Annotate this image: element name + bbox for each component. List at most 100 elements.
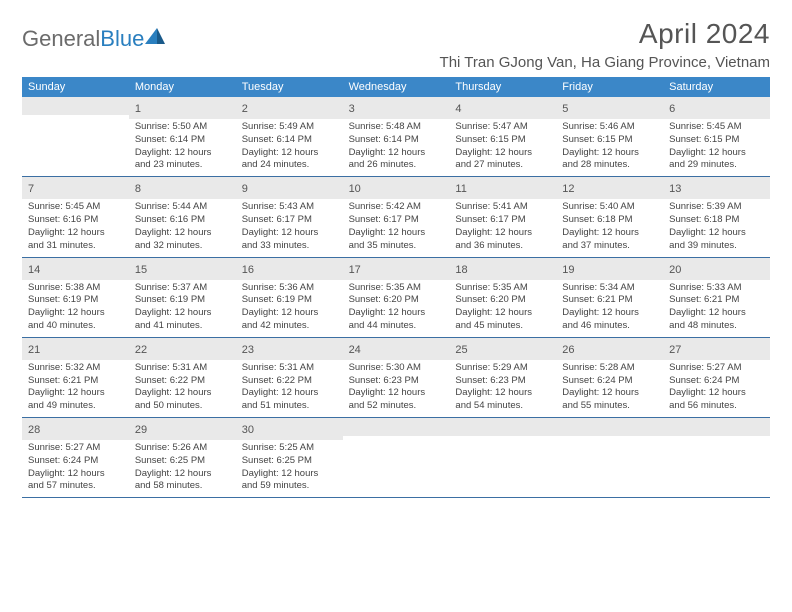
day-cell: 21Sunrise: 5:32 AMSunset: 6:21 PMDayligh… (22, 338, 129, 417)
sunrise-line: Sunrise: 5:44 AM (135, 201, 230, 214)
daylight-line: Daylight: 12 hours (349, 387, 444, 400)
daylight-line: and 33 minutes. (242, 240, 337, 253)
week-row: 14Sunrise: 5:38 AMSunset: 6:19 PMDayligh… (22, 258, 770, 338)
daylight-line: Daylight: 12 hours (135, 387, 230, 400)
day-body: Sunrise: 5:34 AMSunset: 6:21 PMDaylight:… (556, 280, 663, 337)
day-body: Sunrise: 5:37 AMSunset: 6:19 PMDaylight:… (129, 280, 236, 337)
daylight-line: and 32 minutes. (135, 240, 230, 253)
day-number: 6 (669, 103, 675, 115)
sunrise-line: Sunrise: 5:35 AM (349, 282, 444, 295)
daylight-line: Daylight: 12 hours (455, 307, 550, 320)
day-num-bar: 25 (449, 338, 556, 360)
day-cell: 18Sunrise: 5:35 AMSunset: 6:20 PMDayligh… (449, 258, 556, 337)
sunrise-line: Sunrise: 5:42 AM (349, 201, 444, 214)
daylight-line: and 54 minutes. (455, 400, 550, 413)
day-num-bar: 21 (22, 338, 129, 360)
empty-cell (449, 418, 556, 497)
day-number: 12 (562, 183, 574, 195)
day-body: Sunrise: 5:47 AMSunset: 6:15 PMDaylight:… (449, 119, 556, 176)
sunrise-line: Sunrise: 5:37 AM (135, 282, 230, 295)
sunrise-line: Sunrise: 5:45 AM (669, 121, 764, 134)
day-body: Sunrise: 5:45 AMSunset: 6:15 PMDaylight:… (663, 119, 770, 176)
daylight-line: and 26 minutes. (349, 159, 444, 172)
day-number: 28 (28, 424, 40, 436)
day-body: Sunrise: 5:44 AMSunset: 6:16 PMDaylight:… (129, 199, 236, 256)
daylight-line: Daylight: 12 hours (28, 227, 123, 240)
day-body: Sunrise: 5:50 AMSunset: 6:14 PMDaylight:… (129, 119, 236, 176)
sunset-line: Sunset: 6:16 PM (28, 214, 123, 227)
daylight-line: and 51 minutes. (242, 400, 337, 413)
day-number: 4 (455, 103, 461, 115)
sunrise-line: Sunrise: 5:45 AM (28, 201, 123, 214)
sunrise-line: Sunrise: 5:35 AM (455, 282, 550, 295)
empty-cell (22, 97, 129, 176)
sunrise-line: Sunrise: 5:29 AM (455, 362, 550, 375)
day-num-bar: 26 (556, 338, 663, 360)
day-number: 26 (562, 344, 574, 356)
day-cell: 2Sunrise: 5:49 AMSunset: 6:14 PMDaylight… (236, 97, 343, 176)
day-num-bar: 14 (22, 258, 129, 280)
logo-text-gray: General (22, 26, 100, 51)
sunrise-line: Sunrise: 5:46 AM (562, 121, 657, 134)
daylight-line: and 59 minutes. (242, 480, 337, 493)
day-body: Sunrise: 5:27 AMSunset: 6:24 PMDaylight:… (22, 440, 129, 497)
sunset-line: Sunset: 6:24 PM (669, 375, 764, 388)
sunset-line: Sunset: 6:15 PM (455, 134, 550, 147)
empty-num-bar (663, 418, 770, 436)
day-header-row: Sunday Monday Tuesday Wednesday Thursday… (22, 77, 770, 97)
day-cell: 12Sunrise: 5:40 AMSunset: 6:18 PMDayligh… (556, 177, 663, 256)
sunset-line: Sunset: 6:21 PM (669, 294, 764, 307)
daylight-line: and 49 minutes. (28, 400, 123, 413)
empty-num-bar (22, 97, 129, 115)
day-number: 20 (669, 264, 681, 276)
dayhead-thu: Thursday (449, 77, 556, 97)
day-num-bar: 13 (663, 177, 770, 199)
sunrise-line: Sunrise: 5:41 AM (455, 201, 550, 214)
day-num-bar: 12 (556, 177, 663, 199)
dayhead-tue: Tuesday (236, 77, 343, 97)
daylight-line: Daylight: 12 hours (455, 227, 550, 240)
sunset-line: Sunset: 6:18 PM (562, 214, 657, 227)
logo-text: GeneralBlue (22, 26, 144, 52)
day-num-bar: 11 (449, 177, 556, 199)
day-cell: 19Sunrise: 5:34 AMSunset: 6:21 PMDayligh… (556, 258, 663, 337)
day-num-bar: 17 (343, 258, 450, 280)
title-block: April 2024 Thi Tran GJong Van, Ha Giang … (440, 18, 770, 71)
day-number: 15 (135, 264, 147, 276)
daylight-line: Daylight: 12 hours (242, 307, 337, 320)
week-row: 21Sunrise: 5:32 AMSunset: 6:21 PMDayligh… (22, 338, 770, 418)
day-number: 18 (455, 264, 467, 276)
day-num-bar: 9 (236, 177, 343, 199)
day-cell: 8Sunrise: 5:44 AMSunset: 6:16 PMDaylight… (129, 177, 236, 256)
daylight-line: and 42 minutes. (242, 320, 337, 333)
empty-num-bar (449, 418, 556, 436)
day-num-bar: 24 (343, 338, 450, 360)
day-num-bar: 23 (236, 338, 343, 360)
week-row: 7Sunrise: 5:45 AMSunset: 6:16 PMDaylight… (22, 177, 770, 257)
sunset-line: Sunset: 6:14 PM (349, 134, 444, 147)
daylight-line: Daylight: 12 hours (28, 307, 123, 320)
sunrise-line: Sunrise: 5:50 AM (135, 121, 230, 134)
day-number: 23 (242, 344, 254, 356)
sunrise-line: Sunrise: 5:31 AM (135, 362, 230, 375)
daylight-line: and 29 minutes. (669, 159, 764, 172)
sunrise-line: Sunrise: 5:30 AM (349, 362, 444, 375)
day-number: 3 (349, 103, 355, 115)
page-header: GeneralBlue April 2024 Thi Tran GJong Va… (22, 18, 770, 71)
sunset-line: Sunset: 6:25 PM (135, 455, 230, 468)
day-body: Sunrise: 5:29 AMSunset: 6:23 PMDaylight:… (449, 360, 556, 417)
daylight-line: and 35 minutes. (349, 240, 444, 253)
logo-text-blue: Blue (100, 26, 144, 51)
sunset-line: Sunset: 6:23 PM (455, 375, 550, 388)
logo: GeneralBlue (22, 26, 165, 52)
day-num-bar: 15 (129, 258, 236, 280)
daylight-line: Daylight: 12 hours (562, 227, 657, 240)
sunset-line: Sunset: 6:20 PM (349, 294, 444, 307)
daylight-line: Daylight: 12 hours (562, 147, 657, 160)
daylight-line: Daylight: 12 hours (349, 307, 444, 320)
daylight-line: and 46 minutes. (562, 320, 657, 333)
week-row: 28 Sunrise: 5:27 AMSunset: 6:24 PMDayligh… (22, 418, 770, 498)
day-cell: 27Sunrise: 5:27 AMSunset: 6:24 PMDayligh… (663, 338, 770, 417)
daylight-line: Daylight: 12 hours (669, 307, 764, 320)
sunrise-line: Sunrise: 5:27 AM (669, 362, 764, 375)
